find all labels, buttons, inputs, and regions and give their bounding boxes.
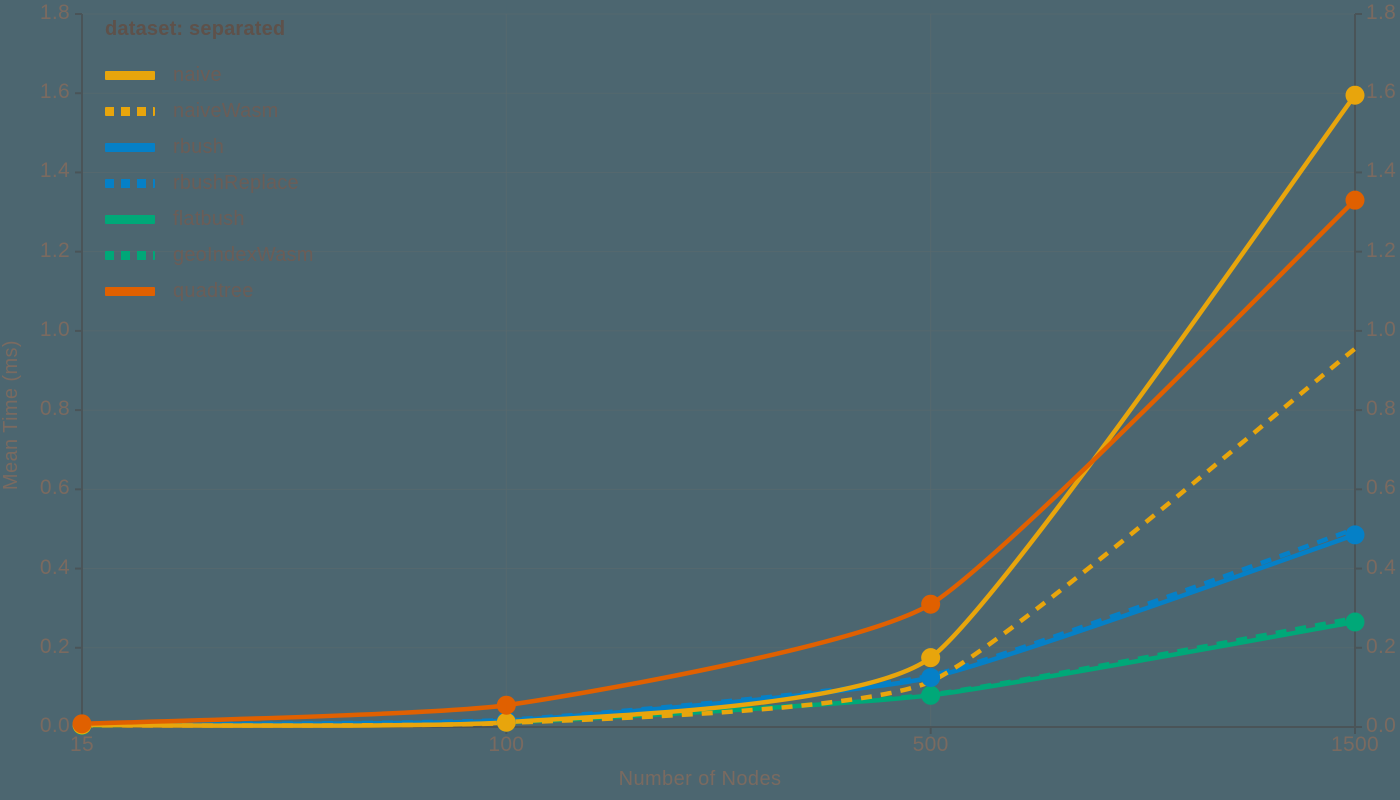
y-axis-tick-label-right: 1.2 (1366, 238, 1397, 262)
data-point-naive (921, 648, 941, 668)
legend-item-label: geoIndexWasm (173, 243, 314, 266)
y-axis-tick-label-left: 1.8 (39, 1, 70, 24)
series-line-flatbush (79, 619, 1358, 728)
y-axis-tick-label-right: 0.8 (1366, 397, 1397, 421)
data-point-rbush (1345, 525, 1365, 545)
y-axis-tick-label-right: 0.2 (1366, 634, 1397, 658)
data-point-quadtree (72, 714, 92, 734)
legend-swatch-icon (105, 214, 155, 224)
x-axis-tick-label: 15 (70, 733, 94, 756)
data-point-naive (496, 712, 516, 732)
y-axis-tick-label-left: 0.8 (39, 397, 70, 421)
legend-swatch-icon (105, 178, 155, 188)
data-point-flatbush (921, 685, 941, 705)
series-line-quadtree (79, 197, 1358, 727)
legend-item-quadtree[interactable]: quadtree (105, 273, 445, 309)
y-axis-tick-label-right: 1.8 (1366, 1, 1397, 24)
legend-swatch-icon (105, 106, 155, 116)
y-axis-tick-label-right: 0.4 (1366, 555, 1397, 579)
legend-item-naiveWasm[interactable]: naiveWasm (105, 93, 445, 129)
legend-item-label: rbushReplace (173, 171, 299, 194)
x-axis-tick-label: 500 (912, 733, 949, 756)
legend-item-rbush[interactable]: rbush (105, 129, 445, 165)
y-axis-tick-label-left: 0.6 (39, 476, 70, 500)
series-line-rbush (79, 532, 1358, 727)
x-axis-tick-label: 100 (488, 733, 525, 756)
y-axis-tick-label-right: 1.4 (1366, 159, 1397, 183)
series-line-naiveWasm (81, 346, 1357, 728)
y-axis-tick-label-right: 0.0 (1366, 714, 1397, 737)
y-axis-tick-label-left: 0.4 (39, 555, 70, 579)
data-point-rbush (921, 667, 941, 687)
legend-swatch-icon (105, 286, 155, 296)
series-line-naive (79, 92, 1358, 728)
legend-item-rbushReplace[interactable]: rbushReplace (105, 165, 445, 201)
data-point-quadtree (1345, 190, 1365, 210)
y-axis-tick-label-right: 1.0 (1366, 317, 1397, 341)
data-point-flatbush (1345, 612, 1365, 632)
legend-item-label: naive (173, 63, 222, 86)
y-axis-tick-label-left: 1.6 (39, 80, 70, 104)
legend-item-label: rbush (173, 135, 225, 158)
x-axis-title: Number of Nodes (618, 768, 782, 790)
legend-swatch-icon (105, 70, 155, 80)
data-point-quadtree (496, 695, 516, 715)
legend-items: naive naiveWasm rbush rbushReplace flatbush g… (105, 57, 445, 309)
legend-title: dataset: separated (105, 18, 286, 40)
data-point-naive (1345, 85, 1365, 105)
y-axis-tick-label-left: 1.2 (39, 238, 70, 262)
legend-item-flatbush[interactable]: flatbush (105, 201, 445, 237)
y-axis-tick-label-left: 1.0 (39, 317, 70, 341)
legend-item-label: naiveWasm (173, 99, 279, 122)
legend-swatch-icon (105, 142, 155, 152)
data-point-quadtree (921, 594, 941, 614)
x-axis-tick-label: 1500 (1331, 733, 1379, 756)
y-axis-tick-label-left: 1.4 (39, 159, 70, 183)
chart-legend: dataset: separated naive naiveWasm rbush rb… (105, 18, 445, 309)
legend-item-label: flatbush (173, 207, 245, 230)
series-line-rbushReplace (81, 526, 1356, 727)
legend-item-naive[interactable]: naive (105, 57, 445, 93)
legend-swatch-icon (105, 250, 155, 260)
y-axis-tick-label-left: 0.0 (39, 714, 70, 737)
legend-item-label: quadtree (173, 279, 254, 302)
y-axis-tick-label-right: 0.6 (1366, 476, 1397, 500)
y-axis-tick-label-left: 0.2 (39, 634, 70, 658)
series-layer (72, 85, 1365, 735)
y-axis-tick-label-right: 1.6 (1366, 80, 1397, 104)
legend-item-geoIndexWasm[interactable]: geoIndexWasm (105, 237, 445, 273)
